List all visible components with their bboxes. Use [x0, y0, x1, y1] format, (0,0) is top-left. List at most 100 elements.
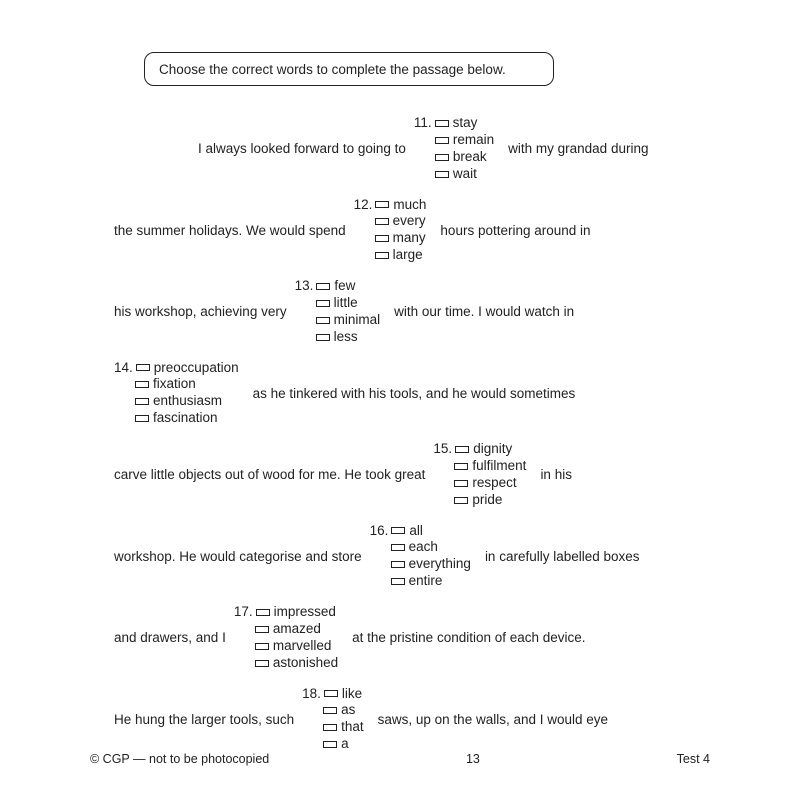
choice-option[interactable]: 11.stay [414, 115, 494, 132]
checkbox-icon[interactable] [391, 527, 405, 534]
choice-option[interactable]: 14.preoccupation [114, 360, 239, 377]
choice-option[interactable]: enthusiasm [114, 393, 239, 410]
line-post-text: with my grandad during [508, 141, 648, 156]
choice-option[interactable]: fixation [114, 376, 239, 393]
choice-option[interactable]: astonished [234, 655, 338, 672]
choice-option[interactable]: fulfilment [433, 458, 526, 475]
checkbox-icon[interactable] [323, 707, 337, 714]
checkbox-icon[interactable] [323, 741, 337, 748]
checkbox-icon[interactable] [435, 171, 449, 178]
checkbox-icon[interactable] [323, 724, 337, 731]
choice-block: 13.fewlittleminimalless [295, 278, 381, 346]
choice-label: entire [409, 573, 443, 590]
checkbox-icon[interactable] [256, 609, 270, 616]
choice-option[interactable]: minimal [295, 312, 381, 329]
line-pre-text: and drawers, and I [114, 630, 226, 645]
checkbox-icon[interactable] [136, 364, 150, 371]
checkbox-icon[interactable] [375, 218, 389, 225]
choice-option[interactable]: wait [414, 166, 494, 183]
choice-option[interactable]: as [302, 702, 364, 719]
checkbox-icon[interactable] [454, 480, 468, 487]
checkbox-icon[interactable] [455, 446, 469, 453]
choice-label: little [334, 295, 358, 312]
choice-label: dignity [473, 441, 512, 458]
passage-line: I always looked forward to going to11.st… [114, 115, 740, 183]
choice-label: remain [453, 132, 494, 149]
passage-line: 14.preoccupationfixationenthusiasmfascin… [114, 360, 740, 428]
footer-page-number: 13 [466, 752, 480, 766]
checkbox-icon[interactable] [375, 235, 389, 242]
checkbox-icon[interactable] [316, 300, 330, 307]
choice-option[interactable]: 12. much [354, 197, 427, 214]
checkbox-icon[interactable] [435, 154, 449, 161]
line-post-text: as he tinkered with his tools, and he wo… [253, 386, 576, 401]
choice-label: preoccupation [154, 360, 239, 377]
checkbox-icon[interactable] [375, 201, 389, 208]
choice-label: like [342, 686, 362, 703]
checkbox-icon[interactable] [454, 497, 468, 504]
choice-option[interactable]: many [354, 230, 427, 247]
choice-option[interactable]: that [302, 719, 364, 736]
question-number: 18. [302, 686, 321, 703]
choice-option[interactable]: 16.all [370, 523, 471, 540]
passage-line: his workshop, achieving very13.fewlittle… [114, 278, 740, 346]
choice-option[interactable]: break [414, 149, 494, 166]
checkbox-icon[interactable] [316, 317, 330, 324]
choice-block: 12. mucheverymanylarge [354, 197, 427, 265]
choice-option[interactable]: everything [370, 556, 471, 573]
choice-option[interactable]: respect [433, 475, 526, 492]
checkbox-icon[interactable] [391, 578, 405, 585]
question-number: 17. [234, 604, 253, 621]
choice-label: fulfilment [472, 458, 526, 475]
checkbox-icon[interactable] [454, 463, 468, 470]
choice-block: 11.stayremainbreakwait [414, 115, 494, 183]
line-post-text: with our time. I would watch in [394, 304, 574, 319]
question-number: 12. [354, 197, 373, 214]
choice-option[interactable]: each [370, 539, 471, 556]
choice-option[interactable]: remain [414, 132, 494, 149]
choice-option[interactable]: fascination [114, 410, 239, 427]
checkbox-icon[interactable] [255, 643, 269, 650]
instruction-text: Choose the correct words to complete the… [159, 62, 506, 77]
choice-label: large [393, 247, 423, 264]
instruction-box: Choose the correct words to complete the… [144, 52, 554, 86]
choice-option[interactable]: 15. dignity [433, 441, 526, 458]
checkbox-icon[interactable] [135, 398, 149, 405]
question-number: 13. [295, 278, 314, 295]
question-number: 15. [433, 441, 452, 458]
choice-label: less [334, 329, 358, 346]
question-number: 16. [370, 523, 389, 540]
checkbox-icon[interactable] [135, 381, 149, 388]
line-post-text: saws, up on the walls, and I would eye [378, 712, 608, 727]
choice-label: much [393, 197, 426, 214]
checkbox-icon[interactable] [316, 283, 330, 290]
choice-option[interactable]: amazed [234, 621, 338, 638]
choice-option[interactable]: every [354, 213, 427, 230]
checkbox-icon[interactable] [391, 561, 405, 568]
choice-option[interactable]: pride [433, 492, 526, 509]
checkbox-icon[interactable] [255, 626, 269, 633]
choice-option[interactable]: less [295, 329, 381, 346]
choice-option[interactable]: a [302, 736, 364, 753]
checkbox-icon[interactable] [391, 544, 405, 551]
checkbox-icon[interactable] [316, 334, 330, 341]
choice-label: wait [453, 166, 477, 183]
choice-label: many [393, 230, 426, 247]
checkbox-icon[interactable] [255, 660, 269, 667]
line-post-text: in carefully labelled boxes [485, 549, 640, 564]
checkbox-icon[interactable] [435, 137, 449, 144]
choice-option[interactable]: 17.impressed [234, 604, 338, 621]
choice-label: astonished [273, 655, 338, 672]
checkbox-icon[interactable] [375, 252, 389, 259]
checkbox-icon[interactable] [135, 415, 149, 422]
question-number: 11. [414, 115, 432, 132]
choice-option[interactable]: 13.few [295, 278, 381, 295]
choice-option[interactable]: little [295, 295, 381, 312]
choice-option[interactable]: marvelled [234, 638, 338, 655]
choice-option[interactable]: entire [370, 573, 471, 590]
checkbox-icon[interactable] [435, 120, 449, 127]
choice-option[interactable]: large [354, 247, 427, 264]
checkbox-icon[interactable] [324, 690, 338, 697]
choice-option[interactable]: 18. like [302, 686, 364, 703]
passage-content: I always looked forward to going to11.st… [114, 115, 740, 767]
